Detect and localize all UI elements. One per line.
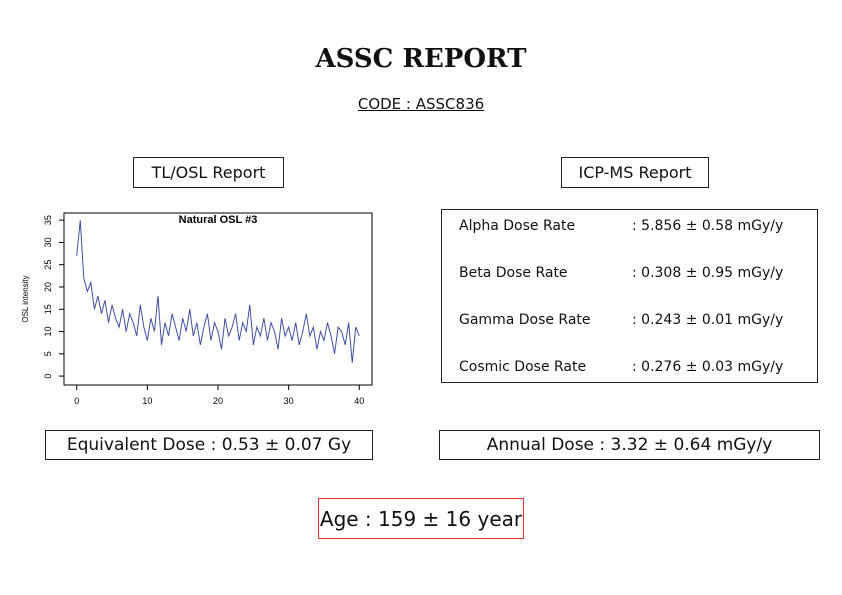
y-tick-label: 5 [43, 351, 53, 356]
report-title: ASSC REPORT [315, 44, 527, 74]
dose-value: : 0.308 ± 0.95 mGy/y [632, 265, 784, 281]
dose-value: : 0.276 ± 0.03 mGy/y [632, 359, 784, 375]
osl-line [76, 220, 360, 363]
dose-label: Alpha Dose Rate [459, 218, 576, 234]
y-tick-label: 30 [43, 237, 53, 247]
section-heading: ICP-MS Report [561, 157, 709, 188]
equivalent-dose: Equivalent Dose : 0.53 ± 0.07 Gy [45, 430, 373, 460]
x-tick-label: 40 [354, 396, 364, 406]
section-heading: TL/OSL Report [133, 157, 284, 188]
dose-label: Gamma Dose Rate [459, 312, 591, 328]
report-code: CODE : ASSC836 [357, 95, 485, 113]
annual-dose: Annual Dose : 3.32 ± 0.64 mGy/y [439, 430, 820, 460]
dose-label: Beta Dose Rate [459, 265, 568, 281]
dose-value: : 0.243 ± 0.01 mGy/y [632, 312, 784, 328]
chart-title: Natural OSL #3 [179, 214, 258, 226]
x-tick-label: 30 [284, 396, 294, 406]
x-tick-label: 20 [213, 396, 223, 406]
dose-table: Alpha Dose Rate : 5.856 ± 0.58 mGy/y Beta … [441, 209, 818, 383]
x-tick-label: 10 [142, 396, 152, 406]
y-tick-label: 0 [43, 374, 53, 379]
y-axis-label: OSL intensity [21, 275, 30, 322]
y-tick-label: 35 [43, 215, 53, 225]
plot-frame [63, 212, 373, 386]
y-tick-label: 15 [43, 304, 53, 314]
dose-value: : 5.856 ± 0.58 mGy/y [632, 218, 784, 234]
dose-label: Cosmic Dose Rate [459, 359, 587, 375]
x-tick-label: 0 [74, 396, 79, 406]
y-tick-label: 25 [43, 260, 53, 270]
y-tick-label: 20 [43, 282, 53, 292]
y-tick-label: 10 [43, 327, 53, 337]
age-result: Age : 159 ± 16 year [318, 498, 524, 539]
